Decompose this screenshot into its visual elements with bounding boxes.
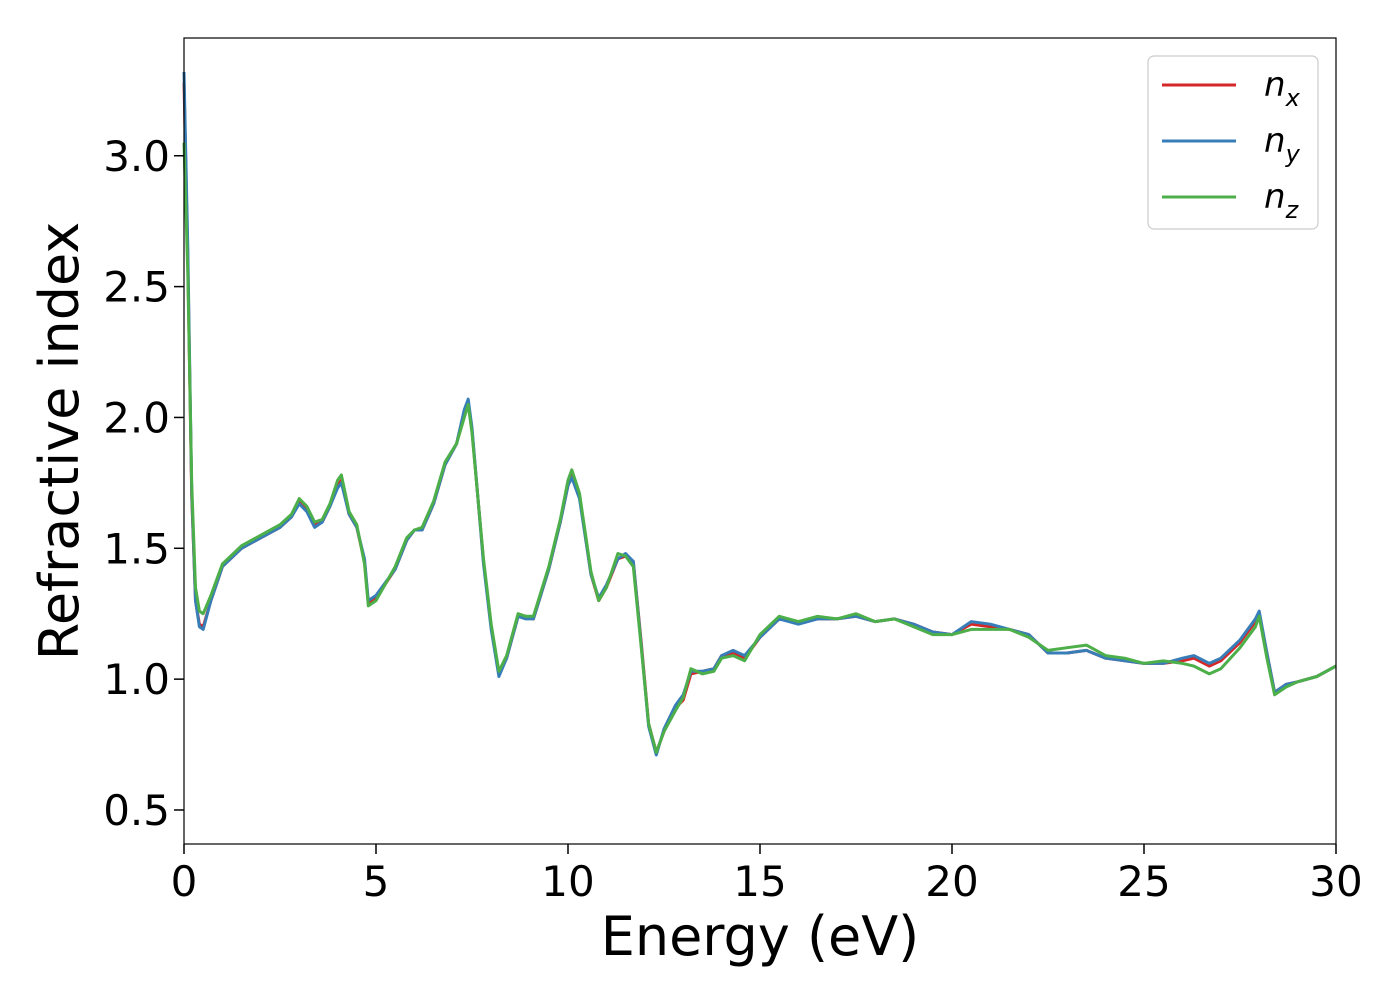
x-tick-label: 25: [1117, 857, 1170, 906]
x-tick-label: 0: [171, 857, 198, 906]
y-tick-label: 2.5: [103, 263, 170, 312]
y-tick-label: 3.0: [103, 132, 170, 181]
x-tick-label: 5: [363, 857, 390, 906]
x-tick-label: 10: [541, 857, 594, 906]
y-tick-label: 2.0: [103, 393, 170, 442]
y-tick-label: 0.5: [103, 786, 170, 835]
y-axis-title: Refractive index: [28, 222, 91, 661]
y-axis: 0.5 1.0 1.5 2.0 2.5 3.0: [103, 132, 184, 835]
x-tick-label: 15: [733, 857, 786, 906]
plot-lines: [182, 71, 1337, 757]
x-tick-label: 20: [925, 857, 978, 906]
x-axis: 0 5 10 15 20 25 30: [171, 844, 1363, 906]
legend-label-y: ny: [1264, 121, 1301, 168]
legend-label-z: nz: [1264, 177, 1300, 224]
legend: nx ny nz: [1147, 55, 1319, 230]
series-line-z: [182, 142, 1337, 754]
x-axis-title: Energy (eV): [601, 905, 920, 968]
legend-label-x: nx: [1264, 65, 1301, 112]
y-tick-label: 1.5: [103, 524, 170, 573]
x-tick-label: 30: [1309, 857, 1362, 906]
y-tick-label: 1.0: [103, 655, 170, 704]
